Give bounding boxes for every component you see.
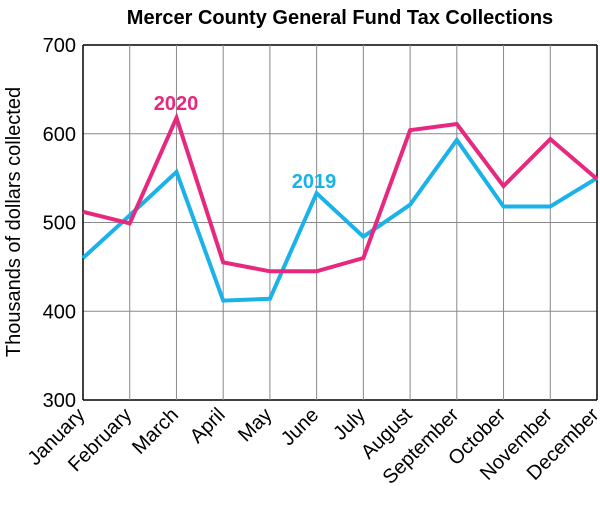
x-tick-label: May <box>234 404 276 446</box>
x-tick-label: March <box>128 404 183 459</box>
series-line-2020 <box>82 112 599 274</box>
y-tick-labels: 300 400 500 600 700 <box>43 35 76 412</box>
y-tick-label: 500 <box>43 213 76 235</box>
grid <box>82 44 598 401</box>
series-line-2019 <box>81 136 599 303</box>
y-tick-label: 300 <box>43 390 76 412</box>
x-tick-label: July <box>329 404 370 445</box>
x-tick-label: June <box>277 404 323 450</box>
y-axis-label: Thousands of dollars collected <box>3 87 25 357</box>
series-label-2019: 2019 <box>292 171 337 193</box>
series-lines <box>81 112 599 303</box>
series-labels: 2019 2020 <box>154 93 337 193</box>
y-tick-label: 600 <box>43 124 76 146</box>
y-tick-label: 700 <box>43 35 76 57</box>
x-tick-label: April <box>186 404 230 448</box>
y-tick-label: 400 <box>43 301 76 323</box>
series-label-2020: 2020 <box>154 93 199 115</box>
chart-title: Mercer County General Fund Tax Collectio… <box>127 7 553 29</box>
